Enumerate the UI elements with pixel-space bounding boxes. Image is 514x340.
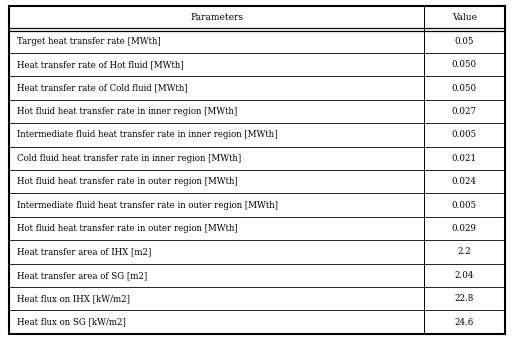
Text: 2.2: 2.2 [457, 248, 471, 256]
Text: 0.027: 0.027 [452, 107, 477, 116]
Text: 0.029: 0.029 [452, 224, 477, 233]
Text: Heat transfer rate of Cold fluid [MWth]: Heat transfer rate of Cold fluid [MWth] [17, 84, 188, 92]
Text: Hot fluid heat transfer rate in outer region [MWth]: Hot fluid heat transfer rate in outer re… [17, 177, 237, 186]
Text: Intermediate fluid heat transfer rate in inner region [MWth]: Intermediate fluid heat transfer rate in… [17, 130, 278, 139]
Text: Heat flux on IHX [kW/m2]: Heat flux on IHX [kW/m2] [17, 294, 130, 303]
Text: 0.050: 0.050 [452, 60, 477, 69]
Text: Heat flux on SG [kW/m2]: Heat flux on SG [kW/m2] [17, 318, 126, 327]
Text: Heat transfer area of IHX [m2]: Heat transfer area of IHX [m2] [17, 248, 151, 256]
Text: 0.05: 0.05 [454, 37, 474, 46]
Text: Value: Value [452, 13, 477, 22]
Text: 2.04: 2.04 [455, 271, 474, 280]
Text: Hot fluid heat transfer rate in inner region [MWth]: Hot fluid heat transfer rate in inner re… [17, 107, 237, 116]
Text: 0.005: 0.005 [452, 130, 477, 139]
Text: 24.6: 24.6 [455, 318, 474, 327]
Text: 0.050: 0.050 [452, 84, 477, 92]
Text: 22.8: 22.8 [455, 294, 474, 303]
Text: Hot fluid heat transfer rate in outer region [MWth]: Hot fluid heat transfer rate in outer re… [17, 224, 237, 233]
Text: Intermediate fluid heat transfer rate in outer region [MWth]: Intermediate fluid heat transfer rate in… [17, 201, 278, 210]
Text: Target heat transfer rate [MWth]: Target heat transfer rate [MWth] [17, 37, 161, 46]
Text: 0.021: 0.021 [452, 154, 477, 163]
Text: 0.005: 0.005 [452, 201, 477, 210]
Text: 0.024: 0.024 [452, 177, 477, 186]
Text: Heat transfer rate of Hot fluid [MWth]: Heat transfer rate of Hot fluid [MWth] [17, 60, 183, 69]
Text: Heat transfer area of SG [m2]: Heat transfer area of SG [m2] [17, 271, 147, 280]
Text: Parameters: Parameters [190, 13, 243, 22]
Text: Cold fluid heat transfer rate in inner region [MWth]: Cold fluid heat transfer rate in inner r… [17, 154, 241, 163]
